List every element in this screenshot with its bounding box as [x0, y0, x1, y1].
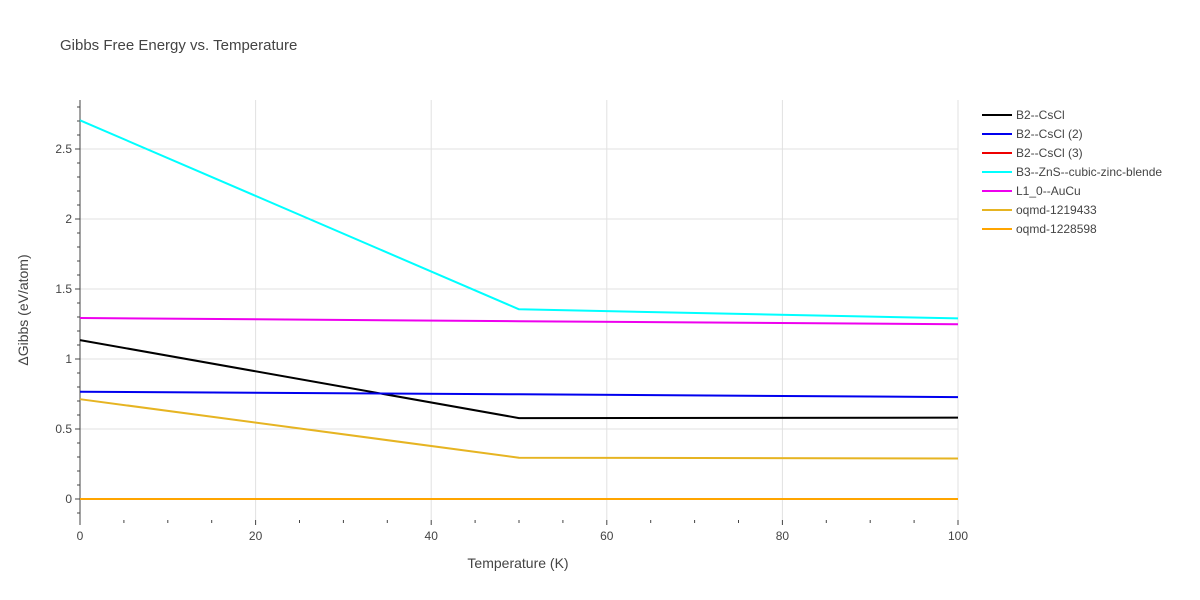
legend: B2--CsCl B2--CsCl (2) B2--CsCl (3) B3--ZnS-…: [982, 108, 1162, 236]
y-tick-label: 0: [65, 492, 72, 506]
x-tick-label: 20: [249, 529, 263, 543]
x-tick-label: 60: [600, 529, 614, 543]
x-tick-label: 0: [77, 529, 84, 543]
tick-labels: 0 20 40 60 80 100 0 0.5 1 1.5 2 2.5: [55, 142, 968, 543]
legend-label: B2--CsCl: [1016, 108, 1065, 122]
legend-label: L1_0--AuCu: [1016, 184, 1081, 198]
y-tick-label: 2: [65, 212, 72, 226]
legend-label: B3--ZnS--cubic-zinc-blende: [1016, 165, 1162, 179]
series-line-4: [79, 316, 959, 326]
x-tick-label: 40: [425, 529, 439, 543]
series-lines: [79, 119, 959, 500]
series-line-3: [79, 119, 959, 320]
legend-label: B2--CsCl (3): [1016, 146, 1083, 160]
x-tick-label: 80: [776, 529, 790, 543]
x-axis-title: Temperature (K): [467, 555, 568, 571]
series-line-5: [79, 398, 959, 460]
y-axis-title: ΔGibbs (eV/atom): [15, 254, 31, 365]
y-tick-label: 1: [65, 352, 72, 366]
axes: [75, 100, 959, 525]
y-tick-label: 1.5: [55, 282, 72, 296]
legend-label: B2--CsCl (2): [1016, 127, 1083, 141]
series-line-0: [79, 339, 959, 420]
legend-label: oqmd-1219433: [1016, 203, 1097, 217]
y-tick-label: 0.5: [55, 422, 72, 436]
legend-label: oqmd-1228598: [1016, 222, 1097, 236]
series-line-1: [79, 390, 959, 399]
x-tick-label: 100: [948, 529, 968, 543]
y-tick-label: 2.5: [55, 142, 72, 156]
chart-title: Gibbs Free Energy vs. Temperature: [60, 37, 297, 54]
